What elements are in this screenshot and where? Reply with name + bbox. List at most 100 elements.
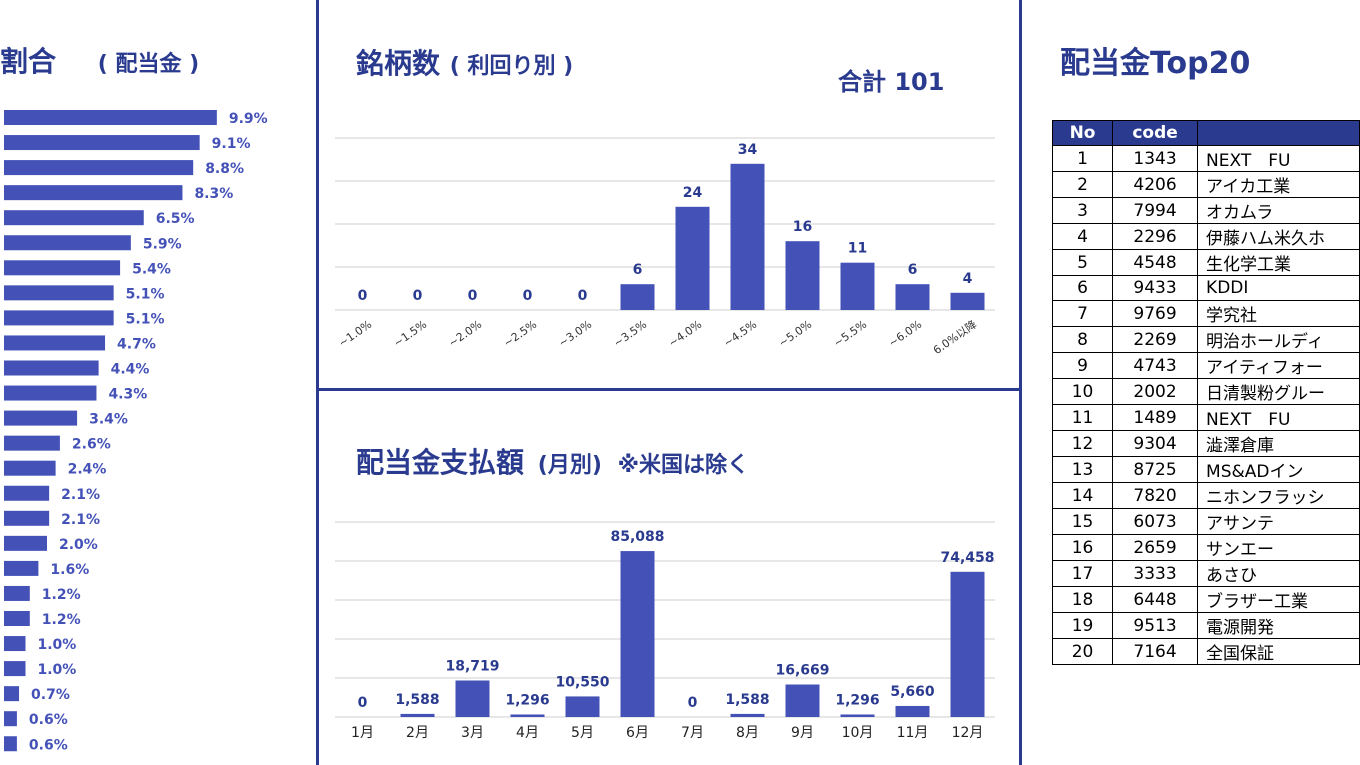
row-no: 8 (1051, 326, 1114, 353)
row-code: 9769 (1112, 300, 1199, 327)
left-panel-subtitle: ( 配当金 ) (97, 52, 200, 77)
row-code: 2269 (1112, 326, 1199, 353)
header-name (1197, 120, 1360, 146)
left-bar (4, 535, 47, 551)
left-bar (4, 435, 60, 451)
yield-bar (620, 284, 655, 310)
left-bar (4, 711, 17, 727)
table-row: 6 9433 KDDI (1051, 275, 1360, 301)
month-tick-label: 1月 (351, 725, 374, 741)
month-bar (730, 713, 765, 717)
month-bar-value: 0 (358, 695, 368, 711)
yield-tick-label: ~3.5% (611, 318, 649, 350)
table-row: 12 9304 澁澤倉庫 (1051, 430, 1360, 457)
row-code: 4548 (1112, 249, 1199, 276)
yield-bar-value: 0 (523, 288, 533, 304)
month-tick-label: 7月 (681, 725, 704, 741)
row-no: 13 (1051, 456, 1114, 483)
yield-bar (950, 292, 985, 310)
left-bar-label: 0.6% (29, 712, 68, 728)
left-bar (4, 210, 144, 226)
row-no: 18 (1051, 586, 1114, 613)
top-chart-subtitle: ( 利回り別 ) (449, 54, 574, 79)
table-row: 19 9513 電源開発 (1051, 612, 1360, 639)
left-bar-label: 5.4% (132, 261, 171, 277)
row-code: 9513 (1112, 612, 1199, 639)
header-no: No (1051, 120, 1114, 146)
left-bar-label: 4.7% (117, 336, 156, 352)
row-no: 7 (1051, 300, 1114, 327)
row-code: 8725 (1112, 456, 1199, 483)
yield-bar-value: 0 (468, 288, 478, 304)
left-bar-label: 4.3% (108, 387, 147, 403)
table-row: 13 8725 MS&ADイン (1051, 456, 1360, 483)
left-bar-label: 0.7% (31, 687, 70, 703)
yield-tick-label: ~5.5% (831, 318, 869, 350)
yield-bar-value: 0 (413, 288, 423, 304)
yield-tick-label: ~4.5% (721, 318, 759, 350)
left-bar (4, 736, 17, 752)
header-code: code (1112, 120, 1199, 146)
left-bar-label: 0.6% (29, 737, 68, 753)
left-bar-chart: 9.9% 9.1% 8.8% 8.3% 6.5% 5.9% 5.4% 5.1% 5.1% 4.7%… (4, 110, 268, 753)
month-bar (895, 705, 930, 717)
left-bar-label: 8.8% (205, 161, 244, 177)
left-bar (4, 335, 106, 351)
yield-bar-value: 0 (358, 288, 368, 304)
yield-count-chart: 0 ~1.0% 0 ~1.5% 0 ~2.0% 0 ~2.5% 0 ~3.0% 6 ~3.5% 24 ~4… (335, 137, 995, 357)
month-tick-label: 12月 (952, 725, 984, 741)
month-bar (510, 714, 545, 717)
yield-bar-value: 4 (963, 271, 973, 287)
left-bar-label: 5.1% (126, 286, 165, 302)
yield-bar-value: 24 (683, 185, 703, 201)
row-no: 9 (1051, 352, 1114, 379)
left-bar-label: 1.6% (50, 562, 89, 578)
left-bar (4, 585, 30, 601)
left-bar (4, 385, 97, 401)
month-bar-value: 0 (688, 695, 698, 711)
yield-tick-label: ~2.5% (501, 318, 539, 350)
row-code: 9433 (1112, 275, 1199, 301)
month-tick-label: 2月 (406, 725, 429, 741)
left-bar-label: 2.1% (61, 512, 100, 528)
row-code: 6448 (1112, 586, 1199, 613)
monthly-dividend-chart: 0 1月 1,588 2月 18,719 3月 1,296 4月 10,550 5月 85,088 6… (335, 521, 995, 741)
yield-tick-label: ~1.5% (391, 318, 429, 350)
table-header-row: No code (1051, 120, 1360, 146)
month-bar (950, 571, 985, 717)
left-bar (4, 460, 56, 476)
left-bar (4, 235, 131, 251)
left-bar-label: 1.0% (38, 662, 77, 678)
row-name: アイティフォー (1197, 352, 1360, 379)
top20-table: No code 1 1343 NEXT FU 2 4206 アイカ工業 3 7994 オカムラ 4… (1051, 120, 1360, 665)
row-no: 11 (1051, 404, 1114, 431)
yield-bar-value: 0 (578, 288, 588, 304)
row-no: 2 (1051, 171, 1114, 198)
row-name: NEXT FU (1197, 145, 1360, 172)
month-tick-label: 3月 (461, 725, 484, 741)
yield-tick-label: ~5.0% (776, 318, 814, 350)
left-bar (4, 611, 30, 626)
yield-tick-label: ~4.0% (666, 318, 704, 350)
month-tick-label: 10月 (842, 725, 874, 741)
row-code: 9304 (1112, 430, 1199, 457)
yield-bar (785, 241, 820, 310)
top-chart-title: 銘柄数 ( 利回り別 ) (356, 42, 573, 82)
left-bar (4, 285, 114, 301)
left-bar (4, 636, 26, 652)
table-row: 15 6073 アサンテ (1051, 508, 1360, 535)
yield-tick-label: ~2.0% (446, 318, 484, 350)
left-panel-title: 割合 ( 配当金 ) (0, 40, 199, 80)
table-body: 1 1343 NEXT FU 2 4206 アイカ工業 3 7994 オカムラ 4 2296 伊藤ハム… (1051, 145, 1360, 665)
yield-bar (840, 262, 875, 310)
left-bar-label: 9.1% (212, 136, 251, 152)
left-bar (4, 661, 26, 677)
left-bar-label: 2.0% (59, 537, 98, 553)
left-bar (4, 510, 50, 526)
left-bar-label: 1.0% (38, 637, 77, 653)
row-name: 生化学工業 (1197, 249, 1360, 276)
row-name: NEXT FU (1197, 404, 1360, 431)
left-bar (4, 185, 183, 201)
row-no: 6 (1051, 275, 1114, 301)
month-tick-label: 6月 (626, 725, 649, 741)
